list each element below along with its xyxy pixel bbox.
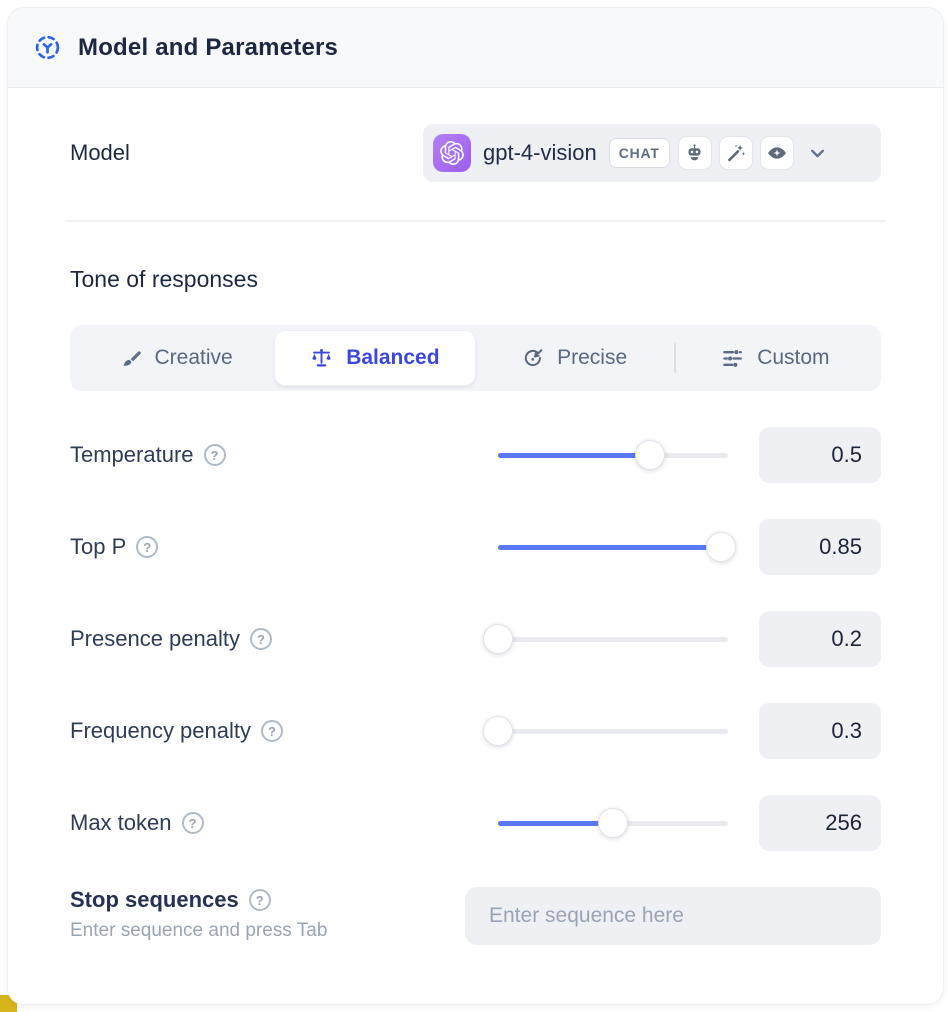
- model-type-badge: CHAT: [608, 138, 670, 168]
- presence-penalty-value[interactable]: 0.2: [759, 611, 881, 667]
- paintbrush-icon: [119, 347, 142, 370]
- help-icon[interactable]: ?: [136, 536, 159, 558]
- param-label: Temperature ?: [70, 442, 498, 468]
- help-icon[interactable]: ?: [250, 628, 272, 650]
- panel-header: Model and Parameters: [8, 8, 943, 88]
- segment-divider: [673, 343, 676, 373]
- chevron-down-icon: [808, 144, 827, 163]
- frequency-penalty-slider[interactable]: [483, 703, 728, 759]
- slider-track: [498, 636, 728, 642]
- temperature-slider[interactable]: [498, 427, 728, 483]
- param-label-text: Presence penalty: [70, 626, 240, 651]
- max-token-slider[interactable]: [498, 795, 728, 851]
- temperature-value[interactable]: 0.5: [759, 427, 881, 483]
- tone-option-custom[interactable]: Custom: [676, 331, 875, 385]
- help-icon[interactable]: ?: [181, 812, 204, 834]
- tone-option-label: Creative: [154, 346, 233, 369]
- tone-heading: Tone of responses: [70, 266, 258, 292]
- slider-thumb[interactable]: [483, 716, 513, 746]
- scales-icon: [310, 347, 333, 370]
- model-dashed-circle-icon: [34, 34, 61, 61]
- help-icon[interactable]: ?: [261, 720, 283, 742]
- section-divider: [65, 220, 886, 222]
- stop-sequences-hint: Enter sequence and press Tab: [70, 920, 328, 941]
- openai-logo: [433, 134, 471, 172]
- slider-thumb[interactable]: [598, 808, 628, 838]
- param-label-text: Temperature: [70, 442, 194, 467]
- param-row-temperature: Temperature ? 0.5: [70, 427, 881, 483]
- slider-track: [498, 452, 728, 458]
- param-label: Top P ?: [70, 534, 498, 560]
- tone-segmented-control: Creative Balanced: [70, 325, 881, 391]
- param-label-text: Top P: [70, 534, 127, 559]
- presence-penalty-slider[interactable]: [483, 611, 728, 667]
- panel-body: Model gpt-4-vision CHAT: [8, 88, 943, 1003]
- magic-wand-icon: [718, 136, 753, 170]
- slider-track: [498, 544, 728, 550]
- model-label: Model: [70, 140, 130, 165]
- param-row-frequency-penalty: Frequency penalty ? 0.3: [70, 703, 881, 759]
- frequency-penalty-value[interactable]: 0.3: [759, 703, 881, 759]
- slider-fill: [498, 544, 722, 550]
- slider-fill: [498, 452, 650, 458]
- stop-sequences-row: Stop sequences ? Enter sequence and pres…: [70, 887, 881, 1003]
- tone-option-label: Balanced: [346, 346, 440, 369]
- tone-option-balanced[interactable]: Balanced: [275, 331, 475, 385]
- help-icon[interactable]: ?: [203, 444, 226, 466]
- slider-track: [498, 728, 728, 734]
- param-label: Frequency penalty ?: [70, 718, 498, 744]
- top-p-slider[interactable]: [498, 519, 737, 575]
- slider-fill: [498, 820, 613, 826]
- slider-thumb[interactable]: [706, 532, 737, 562]
- stop-sequences-label: Stop sequences: [70, 887, 239, 912]
- stop-sequences-labels: Stop sequences ? Enter sequence and pres…: [70, 887, 327, 942]
- target-icon: [521, 347, 544, 370]
- sliders-icon: [721, 347, 744, 370]
- vision-eye-icon: [759, 136, 794, 170]
- stop-sequence-input[interactable]: [465, 887, 881, 945]
- slider-thumb[interactable]: [483, 624, 513, 654]
- param-label-text: Frequency penalty: [70, 718, 251, 743]
- selected-model-name: gpt-4-vision: [483, 140, 597, 165]
- top-p-value[interactable]: 0.85: [759, 519, 881, 575]
- slider-thumb[interactable]: [634, 440, 665, 470]
- param-row-max-token: Max token ? 256: [70, 795, 881, 851]
- param-label: Presence penalty ?: [70, 626, 498, 652]
- tone-option-label: Custom: [757, 346, 830, 369]
- param-label-text: Max token: [70, 810, 172, 835]
- tone-option-precise[interactable]: Precise: [475, 331, 674, 385]
- param-label: Max token ?: [70, 810, 498, 836]
- robot-icon: [677, 136, 712, 170]
- tone-option-label: Precise: [557, 346, 628, 369]
- tone-option-creative[interactable]: Creative: [76, 331, 275, 385]
- model-and-parameters-panel: Model and Parameters Model gpt-4-vision …: [8, 8, 943, 1004]
- max-token-value[interactable]: 256: [759, 795, 881, 851]
- panel-title: Model and Parameters: [78, 33, 339, 61]
- help-icon[interactable]: ?: [248, 889, 271, 911]
- model-select-dropdown[interactable]: gpt-4-vision CHAT: [423, 124, 881, 182]
- param-row-presence-penalty: Presence penalty ? 0.2: [70, 611, 881, 667]
- param-row-top-p: Top P ? 0.85: [70, 519, 881, 575]
- model-row: Model gpt-4-vision CHAT: [70, 124, 881, 182]
